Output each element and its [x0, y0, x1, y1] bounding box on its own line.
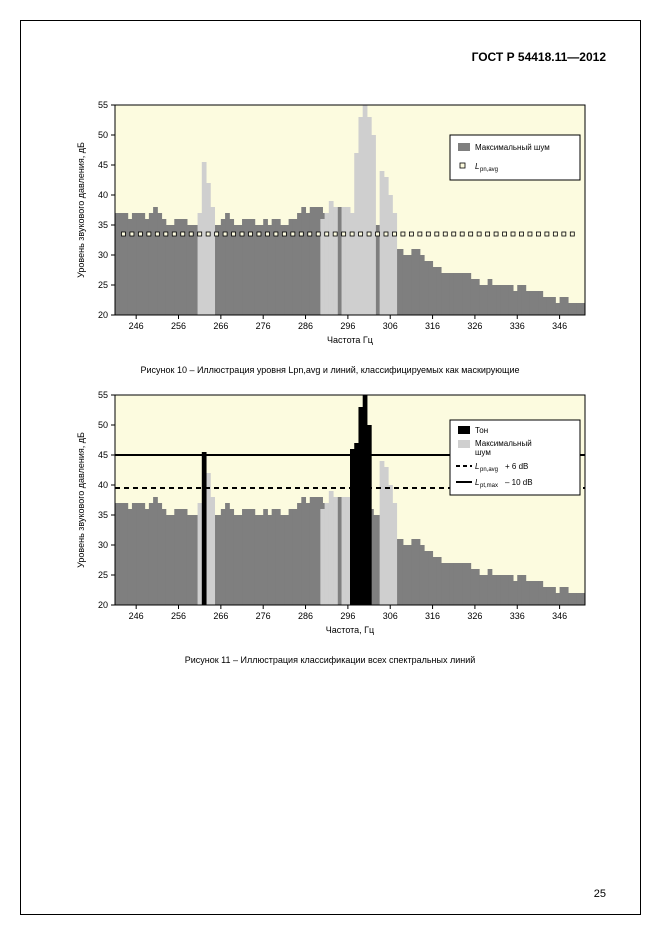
svg-text:346: 346	[552, 611, 567, 621]
svg-text:pn,avg: pn,avg	[480, 167, 498, 173]
svg-text:Уровень звукового давления, дБ: Уровень звукового давления, дБ	[76, 432, 86, 568]
svg-text:346: 346	[552, 321, 567, 331]
svg-text:326: 326	[467, 611, 482, 621]
svg-text:45: 45	[98, 160, 108, 170]
svg-text:316: 316	[425, 611, 440, 621]
svg-text:20: 20	[98, 310, 108, 320]
chart-2-block: 20 25 30 35 40 45 50 55 246 256 266 276 286 296 306 316…	[70, 390, 590, 665]
chart-2-caption: Рисунок 11 – Иллюстрация классификации в…	[70, 655, 590, 665]
svg-text:30: 30	[98, 540, 108, 550]
svg-text:30: 30	[98, 250, 108, 260]
svg-text:286: 286	[298, 611, 313, 621]
svg-text:35: 35	[98, 510, 108, 520]
svg-text:276: 276	[256, 611, 271, 621]
svg-text:20: 20	[98, 600, 108, 610]
chart-1-block: 20 25 30 35 40 45 50 55 246 256 266 276 286 296 306 316…	[70, 100, 590, 375]
svg-text:Тон: Тон	[475, 426, 488, 435]
svg-text:276: 276	[256, 321, 271, 331]
svg-text:246: 246	[129, 611, 144, 621]
svg-text:25: 25	[98, 280, 108, 290]
svg-text:306: 306	[383, 321, 398, 331]
svg-text:336: 336	[510, 611, 525, 621]
svg-text:Максимальный шум: Максимальный шум	[475, 143, 550, 152]
page-number: 25	[594, 888, 606, 900]
svg-text:+ 6 dB: + 6 dB	[505, 462, 528, 471]
svg-text:55: 55	[98, 390, 108, 400]
svg-text:L: L	[475, 478, 479, 487]
svg-text:Частота, Гц: Частота, Гц	[326, 625, 374, 635]
chart-1-caption: Рисунок 10 – Иллюстрация уровня Lpn,avg …	[70, 365, 590, 375]
svg-text:40: 40	[98, 480, 108, 490]
svg-text:50: 50	[98, 130, 108, 140]
svg-text:336: 336	[510, 321, 525, 331]
svg-text:– 10 dB: – 10 dB	[505, 478, 533, 487]
svg-text:35: 35	[98, 220, 108, 230]
svg-text:256: 256	[171, 611, 186, 621]
doc-header: ГОСТ Р 54418.11—2012	[472, 50, 606, 64]
svg-text:266: 266	[213, 321, 228, 331]
svg-text:326: 326	[467, 321, 482, 331]
svg-text:шум: шум	[475, 448, 491, 457]
page: ГОСТ Р 54418.11—2012 20 25 30 35 40 45 50 55 246…	[0, 0, 661, 935]
svg-text:40: 40	[98, 190, 108, 200]
svg-text:266: 266	[213, 611, 228, 621]
chart-1: 20 25 30 35 40 45 50 55 246 256 266 276 286 296 306 316…	[70, 100, 590, 350]
svg-text:Частота Гц: Частота Гц	[327, 335, 373, 345]
svg-text:Уровень звукового давления, дБ: Уровень звукового давления, дБ	[76, 142, 86, 278]
svg-text:306: 306	[383, 611, 398, 621]
svg-text:296: 296	[340, 321, 355, 331]
svg-text:296: 296	[340, 611, 355, 621]
svg-text:pt,max: pt,max	[480, 483, 498, 489]
chart-2: 20 25 30 35 40 45 50 55 246 256 266 276 286 296 306 316…	[70, 390, 590, 640]
svg-text:50: 50	[98, 420, 108, 430]
svg-text:286: 286	[298, 321, 313, 331]
svg-text:246: 246	[129, 321, 144, 331]
svg-text:45: 45	[98, 450, 108, 460]
svg-text:L: L	[475, 462, 479, 471]
svg-text:316: 316	[425, 321, 440, 331]
svg-text:256: 256	[171, 321, 186, 331]
svg-text:55: 55	[98, 100, 108, 110]
svg-text:25: 25	[98, 570, 108, 580]
svg-text:Максимальный: Максимальный	[475, 439, 532, 448]
svg-text:pn,avg: pn,avg	[480, 467, 498, 473]
svg-text:L: L	[475, 162, 479, 171]
